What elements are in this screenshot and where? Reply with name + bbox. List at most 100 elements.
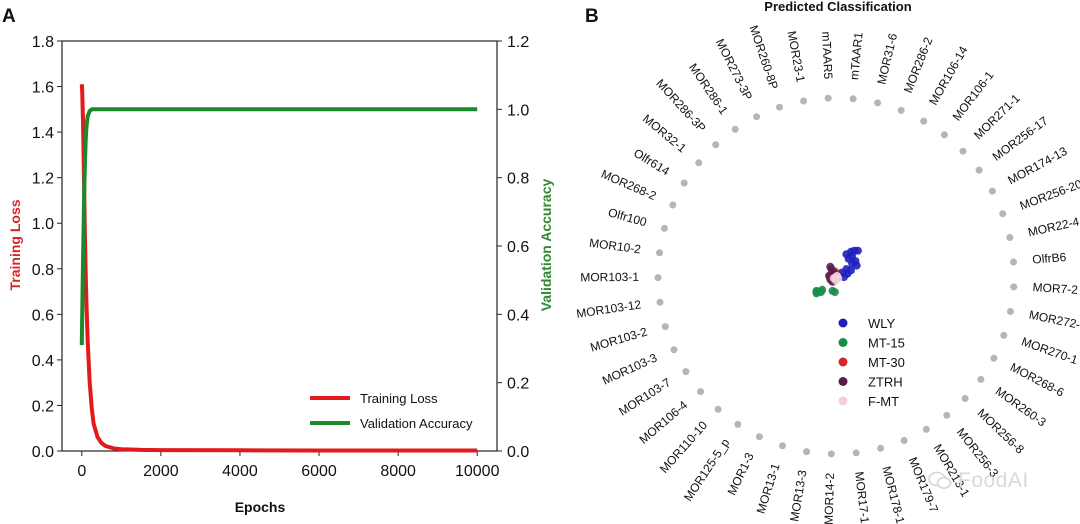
panel-b-title: Predicted Classification (764, 0, 911, 14)
receptor-label: MOR286-2 (901, 35, 936, 95)
receptor-dot (670, 346, 678, 354)
x-axis-label: Epochs (235, 499, 286, 515)
watermark-text: FoodAI (958, 469, 1029, 492)
receptor-dot (731, 125, 739, 133)
receptor-dot (922, 425, 930, 433)
x-tick-label: 2000 (143, 463, 179, 480)
receptor-dot (940, 131, 948, 139)
right-tick-label: 0.2 (507, 376, 529, 393)
receptor-dot (661, 224, 668, 232)
receptor-label: mTAAR1 (847, 31, 866, 80)
receptor-label: MOR7-2 (1032, 280, 1078, 297)
receptor-label: MOR31-6 (874, 32, 900, 86)
receptor-dot (800, 97, 808, 105)
legend-marker-mt-30 (838, 357, 848, 367)
receptor-dot (1000, 331, 1008, 339)
receptor-dot (734, 420, 742, 428)
left-tick-label: 1.2 (32, 171, 54, 188)
right-axis-label: Validation Accuracy (538, 179, 554, 312)
left-tick-label: 1.6 (32, 80, 54, 97)
receptor-label: MOR32-1 (640, 112, 689, 156)
panel-a-legend: Training Loss Validation Accuracy (310, 391, 473, 431)
receptor-label: MOR103-3 (600, 350, 660, 387)
left-tick-label: 0.2 (32, 398, 54, 415)
legend-label-ztrh: ZTRH (868, 375, 903, 390)
panel-a-plot-area: 0 2000 4000 6000 8000 10000 0.0 0.2 0.4 0.6 0.8 1.0… (32, 34, 530, 480)
receptor-dot (1006, 234, 1014, 241)
right-tick-label: 1.0 (507, 102, 529, 119)
receptor-dot (877, 444, 885, 452)
panel-a-label: A (2, 6, 16, 27)
receptor-label: Olfr100 (607, 205, 649, 229)
receptor-dot (920, 117, 928, 125)
receptor-label: MOR178-1 (879, 465, 907, 524)
receptor-label: MOR1-3 (725, 450, 757, 497)
legend-label-wly: WLY (868, 316, 896, 331)
receptor-dot (714, 405, 722, 413)
receptor-dot (943, 411, 951, 419)
receptor-dot (874, 99, 882, 107)
receptor-dot (975, 166, 983, 174)
receptor-label: MOR268-6 (1008, 360, 1067, 400)
point-wly (847, 266, 855, 275)
legend-label-mt-30: MT-30 (868, 355, 905, 370)
x-tick-label: 8000 (380, 463, 416, 480)
receptor-dot (654, 274, 662, 282)
panel-b: B Predicted Classification mTAAR5 mTAAR1 M… (575, 0, 1080, 524)
x-tick-label: 10000 (455, 463, 500, 480)
receptor-dot (961, 395, 969, 402)
receptor-label: MOR268-2 (599, 167, 659, 203)
legend-marker-ztrh (838, 377, 848, 386)
receptor-dot (900, 437, 908, 444)
legend-marker-mt-15 (838, 338, 848, 347)
receptor-label: MOR10-2 (588, 236, 642, 257)
receptor-label: OlfrB6 (1032, 250, 1067, 267)
receptor-label: MOR103-12 (575, 297, 642, 321)
receptor-dot (669, 201, 677, 209)
left-tick-label: 0.8 (32, 262, 54, 279)
plot-frame (61, 40, 498, 452)
receptor-dot (827, 450, 835, 458)
receptor-dot (849, 95, 857, 103)
receptor-dot (695, 159, 703, 167)
receptor-label: MOR260-8P (746, 23, 780, 91)
receptor-dot (712, 141, 720, 149)
receptor-label: MOR256-20 (1018, 177, 1080, 213)
left-axis-label: Training Loss (7, 199, 23, 290)
legend-label-0: Training Loss (360, 391, 438, 406)
receptor-dot (697, 388, 705, 396)
legend-marker-wly (838, 318, 848, 328)
receptor-dot (999, 210, 1007, 218)
receptor-dot (897, 106, 905, 114)
left-tick-label: 1.0 (32, 216, 54, 233)
x-tick-label: 6000 (301, 463, 337, 480)
point-f-mt (833, 272, 842, 280)
receptor-label: MOR270-1 (1020, 334, 1080, 367)
series-validation-accuracy (79, 107, 478, 346)
receptor-label: MOR13-1 (754, 461, 783, 515)
receptor-dot (1010, 258, 1017, 266)
receptor-label: MOR103-1 (580, 270, 639, 285)
legend-label-1: Validation Accuracy (360, 416, 473, 431)
panel-a: A 0 2000 4000 6000 8000 10000 0.0 0.2 0.4 0.6 0.8 1… (2, 6, 554, 515)
left-tick-label: 0.4 (32, 353, 54, 370)
panel-b-label: B (585, 6, 599, 27)
point-mt-15 (828, 286, 837, 295)
receptor-dot (682, 368, 690, 376)
wechat-icon (928, 471, 952, 489)
receptor-label: MOR23-1 (785, 30, 808, 84)
left-tick-label: 0.0 (32, 444, 54, 461)
receptor-dot (755, 433, 763, 441)
left-tick-label: 1.8 (32, 34, 54, 51)
scatter-points (812, 246, 862, 298)
right-tick-label: 0.4 (507, 307, 529, 324)
x-tick-label: 0 (77, 463, 86, 480)
legend-label-f-mt: F-MT (868, 394, 899, 409)
legend-label-mt-15: MT-15 (868, 336, 905, 351)
receptor-label: Olfr614 (631, 146, 672, 179)
right-tick-label: 1.2 (507, 34, 529, 51)
left-tick-label: 0.6 (32, 307, 54, 324)
left-tick-label: 1.4 (32, 125, 54, 142)
receptor-label: MOR13-3 (787, 469, 809, 523)
